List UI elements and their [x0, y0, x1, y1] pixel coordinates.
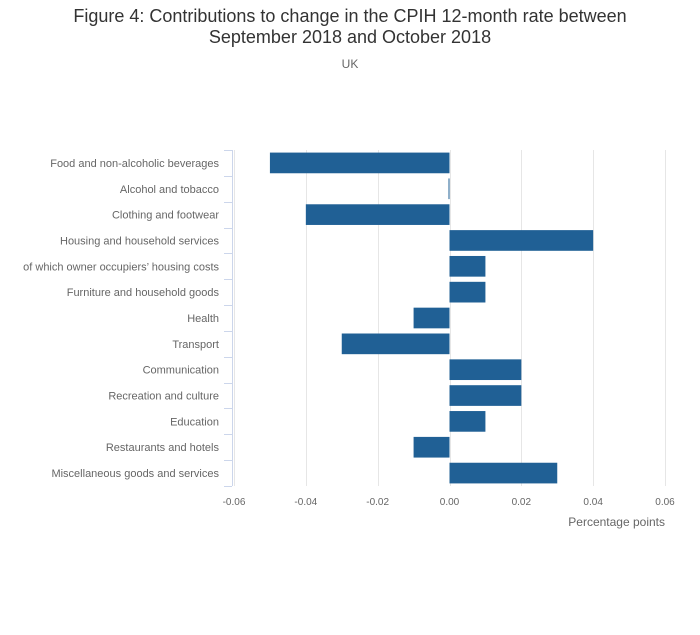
- x-tick-label: 0.00: [440, 497, 460, 508]
- x-axis-title: Percentage points: [568, 515, 665, 529]
- category-label: Health: [187, 313, 219, 325]
- x-tick-label: -0.02: [366, 497, 389, 508]
- bar: [449, 385, 522, 406]
- category-label: Restaurants and hotels: [106, 442, 220, 454]
- chart-title-line-1: Figure 4: Contributions to change in the…: [73, 6, 627, 26]
- category-label: Furniture and household goods: [67, 287, 220, 299]
- bar: [413, 436, 450, 458]
- category-label: Communication: [143, 365, 219, 377]
- x-tick-label: -0.04: [294, 497, 317, 508]
- bar: [449, 230, 594, 251]
- bar: [269, 152, 450, 174]
- category-label: Alcohol and tobacco: [120, 184, 219, 196]
- bar: [413, 307, 450, 329]
- category-label: Recreation and culture: [108, 391, 219, 403]
- category-label: of which owner occupiers’ housing costs: [23, 261, 219, 273]
- bar: [449, 281, 486, 303]
- bar: [449, 462, 558, 484]
- category-label: Education: [170, 416, 219, 428]
- bar: [449, 411, 486, 432]
- bar: [341, 333, 450, 355]
- category-label: Food and non-alcoholic beverages: [50, 158, 219, 170]
- chart-title: Figure 4: Contributions to change in the…: [0, 6, 700, 48]
- x-tick-label: -0.06: [223, 497, 246, 508]
- category-label: Housing and household services: [60, 235, 219, 247]
- x-tick-label: 0.06: [655, 497, 675, 508]
- bar: [305, 204, 450, 225]
- category-label: Clothing and footwear: [112, 210, 219, 222]
- category-label: Miscellaneous goods and services: [51, 468, 219, 480]
- bar: [448, 178, 450, 200]
- chart-subtitle: UK: [341, 57, 359, 71]
- x-tick-label: 0.02: [512, 497, 532, 508]
- chart-title-line-2: September 2018 and October 2018: [208, 27, 492, 47]
- bar: [449, 359, 522, 381]
- x-tick-label: 0.04: [583, 497, 603, 508]
- category-label: Transport: [172, 339, 219, 351]
- bar: [449, 255, 486, 277]
